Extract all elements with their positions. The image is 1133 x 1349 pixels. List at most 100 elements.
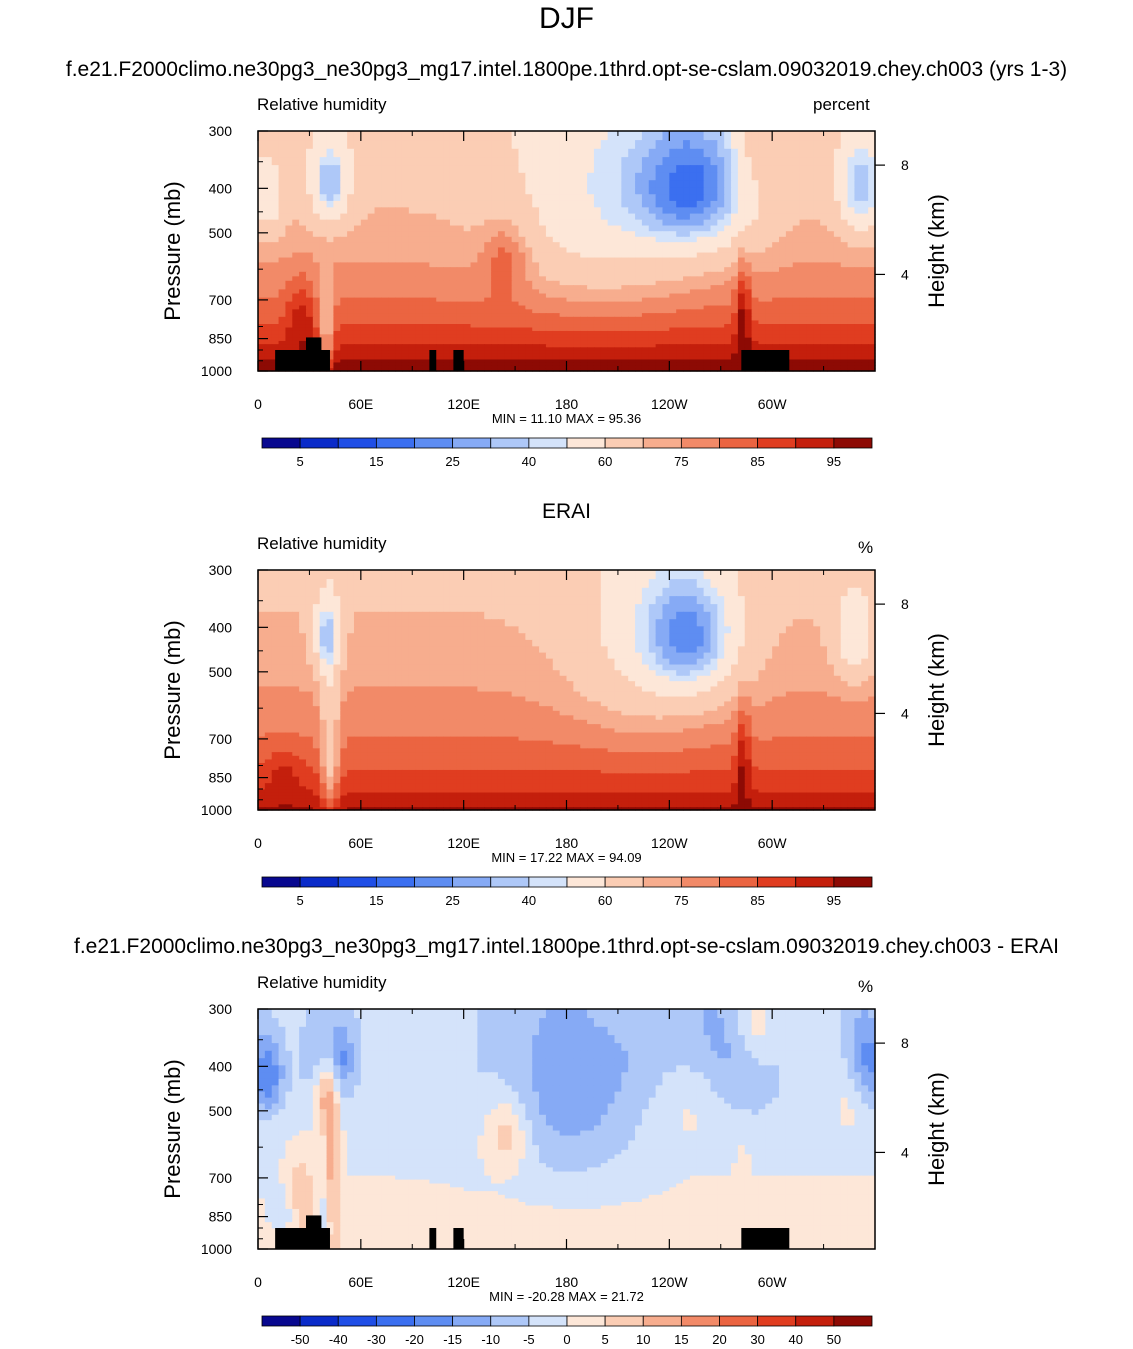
colorbar-swatch (490, 1315, 530, 1327)
panel-2-right-label: % (858, 538, 874, 557)
colorbar-tick-label: 40 (789, 1332, 803, 1347)
colorbar-swatch (337, 437, 377, 449)
colorbar-swatch (757, 876, 797, 888)
colorbar-tick-label: 5 (297, 893, 304, 908)
height-tick-label: 8 (901, 1035, 909, 1051)
panel-2-colorbar: 5 15 25 40 60 75 85 95 (261, 876, 873, 908)
panel-3-title: f.e21.F2000climo.ne30pg3_ne30pg3_mg17.in… (74, 935, 1059, 958)
colorbar-tick-label: -10 (481, 1332, 500, 1347)
panel-2-axes: 300 400 500 700 850 1000 8 4 0 60E 120E 180 120W 60W (201, 562, 909, 851)
panel-1-right-label: percent (813, 95, 870, 114)
colorbar-swatch (604, 437, 644, 449)
panel-3-axes: 300 400 500 700 850 1000 8 4 0 60E 120E 180 120W 60W (201, 1001, 909, 1290)
colorbar-swatch (452, 1315, 492, 1327)
pressure-tick-label: 1000 (201, 802, 232, 818)
colorbar-swatch (642, 1315, 682, 1327)
pressure-tick-label: 700 (209, 731, 233, 747)
panel-1-colorbar: 5 15 25 40 60 75 85 95 (261, 437, 873, 469)
panel-2-title: ERAI (541, 500, 591, 523)
colorbar-swatch (299, 876, 339, 888)
colorbar-swatch (299, 1315, 339, 1327)
pressure-tick-label: 500 (209, 664, 233, 680)
colorbar-swatch (261, 1315, 301, 1327)
colorbar-swatch (833, 1315, 873, 1327)
colorbar-tick-label: 75 (674, 893, 688, 908)
colorbar-tick-label: 40 (522, 454, 536, 469)
lon-tick-label: 60E (348, 1274, 373, 1290)
lon-tick-label: 60W (758, 1274, 788, 1290)
colorbar-swatch (414, 1315, 454, 1327)
height-tick-label: 8 (901, 596, 909, 612)
colorbar-tick-label: 50 (827, 1332, 841, 1347)
lon-tick-label: 60W (758, 835, 788, 851)
lon-tick-label: 120W (651, 1274, 688, 1290)
panel-2-left-label: Relative humidity (257, 534, 387, 553)
colorbar-swatch (719, 876, 759, 888)
pressure-tick-label: 1000 (201, 1241, 232, 1257)
lon-tick-label: 60E (348, 835, 373, 851)
panel-3-left-label: Relative humidity (257, 973, 387, 992)
pressure-tick-label: 500 (209, 225, 233, 241)
colorbar-swatch (719, 437, 759, 449)
lon-tick-label: 120E (447, 835, 480, 851)
colorbar-tick-label: -50 (291, 1332, 310, 1347)
colorbar-swatch (680, 876, 720, 888)
colorbar-swatch (795, 876, 835, 888)
lon-tick-label: 180 (555, 835, 579, 851)
panel-3-colorbar: -50 -40 -30 -20 -15 -10 -5 0 5 10 15 20 30 40 50 (261, 1315, 873, 1347)
colorbar-swatch (642, 876, 682, 888)
height-tick-label: 4 (901, 1144, 909, 1160)
panel-1-minmax: MIN = 11.10 MAX = 95.36 (491, 411, 642, 426)
colorbar-tick-label: 60 (598, 893, 612, 908)
colorbar-tick-label: 5 (602, 1332, 609, 1347)
colorbar-tick-label: 0 (563, 1332, 570, 1347)
colorbar-swatch (566, 437, 606, 449)
colorbar-swatch (375, 1315, 415, 1327)
pressure-tick-label: 300 (209, 123, 233, 139)
colorbar-tick-label: -30 (367, 1332, 386, 1347)
panel-3-topography-mask (275, 1215, 790, 1249)
pressure-tick-label: 400 (209, 619, 233, 635)
colorbar-tick-label: 75 (674, 454, 688, 469)
height-tick-label: 8 (901, 157, 909, 173)
colorbar-swatch (299, 437, 339, 449)
lon-tick-label: 120E (447, 396, 480, 412)
colorbar-swatch (528, 1315, 568, 1327)
lon-tick-label: 120W (651, 835, 688, 851)
colorbar-swatch (719, 1315, 759, 1327)
pressure-tick-label: 700 (209, 1170, 233, 1186)
colorbar-tick-label: 85 (750, 454, 764, 469)
lon-tick-label: 60E (348, 396, 373, 412)
panel-3-right-label: % (858, 977, 874, 996)
colorbar-tick-label: 95 (827, 893, 841, 908)
colorbar-swatch (795, 1315, 835, 1327)
colorbar-tick-label: 5 (297, 454, 304, 469)
colorbar-swatch (414, 876, 454, 888)
colorbar-tick-label: -5 (523, 1332, 535, 1347)
colorbar-swatch (337, 1315, 377, 1327)
colorbar-tick-label: -15 (443, 1332, 462, 1347)
colorbar-swatch (566, 876, 606, 888)
height-tick-label: 4 (901, 266, 909, 282)
pressure-tick-label: 700 (209, 292, 233, 308)
pressure-tick-label: 300 (209, 1001, 233, 1017)
colorbar-swatch (795, 437, 835, 449)
panel-1-axes: 300 400 500 700 850 1000 8 4 0 60E 120E 180 120W 60W (201, 123, 909, 412)
colorbar-swatch (414, 437, 454, 449)
colorbar-tick-label: 25 (445, 454, 459, 469)
colorbar-swatch (337, 876, 377, 888)
colorbar-tick-label: 15 (674, 1332, 688, 1347)
colorbar-tick-label: 40 (522, 893, 536, 908)
colorbar-tick-label: 25 (445, 893, 459, 908)
colorbar-tick-label: 10 (636, 1332, 650, 1347)
colorbar-swatch (375, 437, 415, 449)
colorbar-tick-label: 60 (598, 454, 612, 469)
lon-tick-label: 60W (758, 396, 788, 412)
panel-1-left-label: Relative humidity (257, 95, 387, 114)
lon-tick-label: 120W (651, 396, 688, 412)
colorbar-swatch (261, 437, 301, 449)
colorbar-swatch (452, 876, 492, 888)
pressure-tick-label: 850 (209, 770, 233, 786)
lon-tick-label: 120E (447, 1274, 480, 1290)
